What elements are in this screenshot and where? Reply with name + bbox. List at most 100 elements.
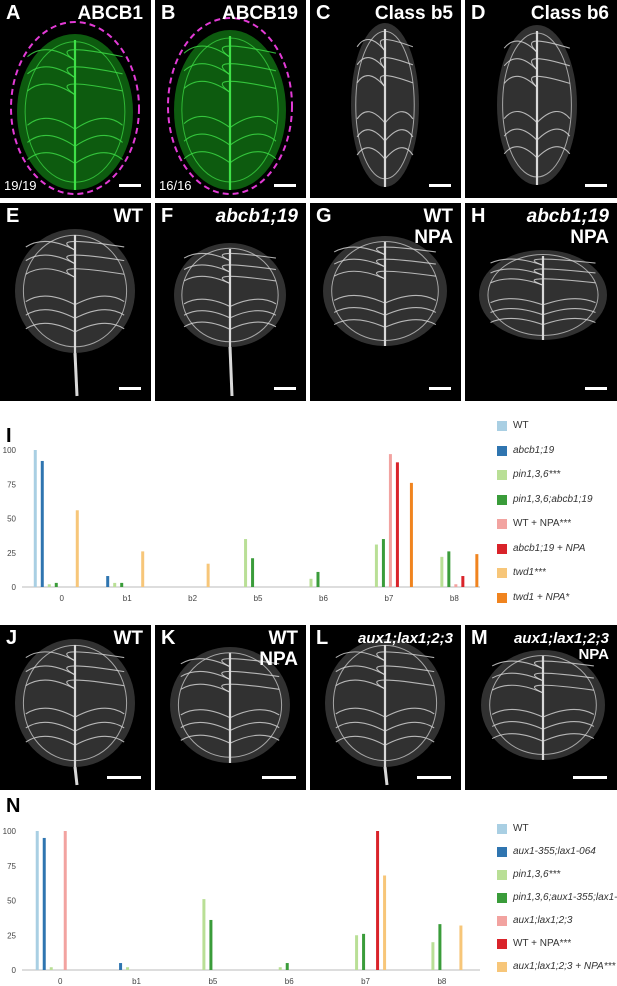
y-tick-label: 100 [3, 827, 17, 836]
y-tick-label: 75 [7, 862, 16, 871]
panel-letter: E [6, 205, 20, 227]
leaf-image [479, 250, 607, 340]
bar-pin1-3-6--0 [49, 967, 53, 970]
bar-chart-n: 0 25 50 75 100 0 b1 b5 b6 b7 b8 [3, 827, 480, 985]
scale-bar [119, 184, 141, 187]
panel-letter: L [316, 627, 329, 649]
bar-pin1-3-6--b1 [126, 967, 130, 970]
bar-twd1--b1 [141, 551, 145, 587]
bar-aux1-355-lax1-064-b1 [119, 963, 123, 970]
image-panel-c: C Class b5 [310, 0, 461, 198]
x-tick-label: b7 [361, 977, 370, 985]
bar-pin1-3-6--b7 [374, 544, 378, 587]
legend-swatch [497, 893, 507, 903]
sample-count: 16/16 [159, 178, 192, 193]
panel-title: abcb1;19 [526, 206, 609, 227]
bar-twd1--b2 [206, 563, 210, 587]
bar-pin1-3-6-aux1-355-lax1-064-b8 [438, 924, 442, 970]
panel-title: WT [268, 628, 298, 649]
bar-wt-npa--b7 [388, 454, 392, 587]
scale-bar [417, 776, 451, 779]
bar-abcb1-19-npa-b7 [395, 462, 399, 587]
leaf-image [10, 21, 140, 195]
bar-pin1-3-6--b5 [202, 899, 206, 970]
bar-pin1-3-6-abcb1-19-b7 [381, 539, 385, 587]
legend-label: twd1*** [513, 567, 546, 578]
y-tick-label: 25 [7, 549, 16, 558]
bar-aux1-lax1-2-3-0 [63, 831, 67, 970]
x-tick-label: b1 [132, 977, 141, 985]
bar-pin1-3-6--b5 [244, 539, 248, 587]
bar-wt-npa--b7 [376, 831, 380, 970]
image-panel-a: A ABCB1 19/19 [0, 0, 151, 198]
legend-swatch [497, 870, 507, 880]
legend-swatch [497, 939, 507, 949]
bar-aux1-lax1-2-3-npa--b8 [459, 925, 463, 970]
legend-label: abcb1;19 + NPA [513, 542, 586, 554]
image-panel-b: B ABCB19 16/16 [155, 0, 306, 198]
image-panel-k: K WT NPA [155, 625, 306, 790]
panel-letter: D [471, 2, 486, 24]
leaf-image [323, 236, 447, 346]
legend-label: pin1,3,6*** [513, 469, 561, 480]
bar-aux1-lax1-2-3-npa--b7 [383, 875, 387, 970]
bar-abcb1-19-npa-b8 [461, 576, 465, 587]
bar-pin1-3-6-abcb1-19-b6 [316, 571, 320, 587]
legend-label: pin1,3,6;abcb1;19 [513, 493, 593, 505]
panel-letter: J [6, 627, 18, 649]
scale-bar [119, 387, 141, 390]
scale-bar [262, 776, 296, 779]
y-tick-label: 50 [7, 515, 16, 524]
panel-letter: B [161, 2, 176, 24]
leaf-image [15, 639, 135, 786]
panel-title: WT [113, 206, 143, 227]
panel-subtitle: NPA [578, 646, 609, 663]
panel-letter: K [161, 627, 176, 649]
panel-letter: G [316, 205, 332, 227]
bar-pin1-3-6--b7 [355, 935, 359, 970]
leaf-image [174, 243, 286, 397]
bar-twd1-npa--b8 [475, 554, 479, 587]
figure-label-n: N [6, 795, 21, 817]
bar-pin1-3-6-aux1-355-lax1-064-b5 [209, 919, 213, 970]
image-panel-g: G WT NPA [310, 203, 461, 401]
y-tick-label: 50 [7, 897, 16, 906]
scale-bar [573, 776, 607, 779]
leaf-image [167, 17, 293, 195]
scale-bar [274, 387, 296, 390]
x-tick-label: b5 [254, 594, 263, 603]
x-tick-label: b8 [450, 594, 459, 603]
bar-pin1-3-6--b8 [431, 942, 435, 970]
image-panel-d: D Class b6 [465, 0, 617, 198]
legend-label: twd1 + NPA* [513, 591, 570, 603]
legend-label: WT + NPA*** [513, 518, 572, 529]
legend-label: aux1;lax1;2;3 + NPA*** [513, 961, 616, 972]
leaf-image [325, 639, 445, 786]
panel-subtitle: NPA [259, 649, 298, 670]
y-tick-label: 75 [7, 480, 16, 489]
panel-title: aux1;lax1;2;3 [357, 630, 453, 647]
legend-label: WT [513, 823, 529, 834]
legend-swatch [497, 494, 507, 505]
legend-swatch [497, 445, 507, 456]
bar-pin1-3-6-abcb1-19-b5 [251, 558, 255, 587]
legend-swatch [497, 592, 507, 603]
image-panel-e: E WT [0, 203, 151, 401]
image-panel-j: J WT [0, 625, 151, 790]
y-tick-label: 0 [12, 966, 17, 975]
figure-label-i: I [6, 425, 12, 447]
x-tick-label: b2 [188, 594, 197, 603]
legend-swatch [497, 519, 507, 529]
panel-title: Class b5 [374, 3, 453, 24]
panel-subtitle: NPA [414, 227, 453, 248]
x-tick-label: b8 [437, 977, 446, 985]
panel-title: WT [423, 206, 453, 227]
leaf-image [170, 647, 290, 763]
bar-pin1-3-6-aux1-355-lax1-064-b7 [362, 933, 366, 970]
bar-twd1--0 [75, 510, 79, 587]
bar-aux1-355-lax1-064-0 [42, 837, 46, 970]
panel-title: WT [113, 628, 143, 649]
scale-bar [585, 184, 607, 187]
panel-letter: M [471, 627, 488, 649]
legend-label: WT [513, 420, 529, 431]
